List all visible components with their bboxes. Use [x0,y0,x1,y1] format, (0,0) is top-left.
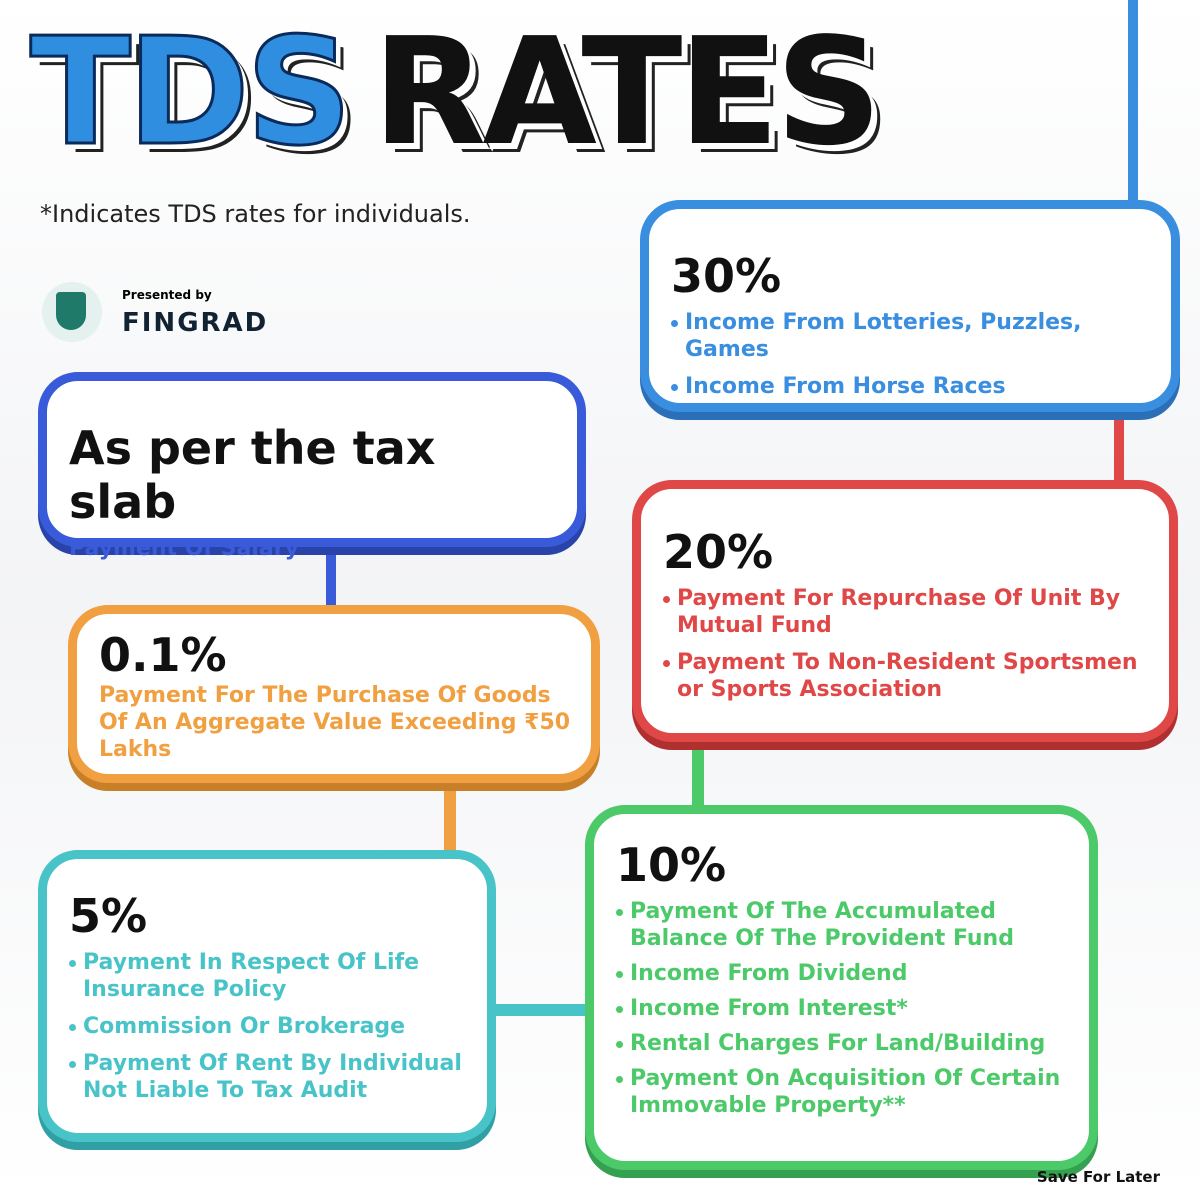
bullet [69,1024,76,1031]
item-text: Rental Charges For Land/Building [630,1031,1046,1056]
connector [494,1004,588,1016]
bullet [616,1041,623,1048]
logo [42,282,102,342]
item: Rental Charges For Land/Building [616,1030,1069,1057]
connector [692,740,704,810]
rate: 0.1% [99,628,227,682]
rate: 5% [69,889,148,943]
rate: 10% [616,838,727,892]
bullet [616,909,623,916]
item-text: Payment In Respect Of Life Insurance Pol… [83,950,420,1002]
item: Income From Interest* [616,995,1069,1022]
item-text: Payment Of Salary [69,536,299,561]
bullet [663,660,670,667]
rate: 20% [663,525,774,579]
note: *Indicates TDS rates for individuals. [40,200,471,228]
title-part: TDS [28,6,353,178]
bullet [616,1006,623,1013]
bullet [69,1061,76,1068]
item-text: Income From Lotteries, Puzzles, Games [685,310,1082,362]
bullet [663,596,670,603]
bullet [671,384,678,391]
rate-box: 10% Payment Of The Accumulated Balance Of… [585,805,1098,1170]
item-text: Income From Horse Races [685,374,1006,399]
item: Payment For Repurchase Of Unit By Mutual… [663,585,1149,639]
item-text: Income From Dividend [630,961,908,986]
item-text: Payment Of The Accumulated Balance Of Th… [630,899,1014,951]
item: Payment In Respect Of Life Insurance Pol… [69,949,467,1003]
item-text: Payment On Acquisition Of Certain Immova… [630,1066,1061,1118]
item-text: Payment Of Rent By Individual Not Liable… [83,1051,462,1103]
bullet [69,960,76,967]
rate-box: 20% Payment For Repurchase Of Unit By Mut… [632,480,1178,742]
bullet [671,320,678,327]
presented-by: Presented by [122,288,212,302]
rate-box: 0.1% Payment For The Purchase Of Goods Of… [68,605,600,783]
item: Payment To Non-Resident Sportsmen or Spo… [663,649,1149,703]
item-text: Income From Interest* [630,996,908,1021]
item: Payment Of Rent By Individual Not Liable… [69,1050,467,1104]
item: Payment On Acquisition Of Certain Immova… [616,1065,1069,1119]
brand-name: FINGRAD [122,308,269,338]
item-text: Payment To Non-Resident Sportsmen or Spo… [677,650,1138,702]
connector [326,545,336,610]
item-text: Payment For Repurchase Of Unit By Mutual… [677,586,1121,638]
item-text: Commission Or Brokerage [83,1014,406,1039]
title: TDS RATES [28,17,882,168]
rate-box: 30% Income From Lotteries, Puzzles, Games… [640,200,1180,412]
item: Payment For The Purchase Of Goods Of An … [99,682,571,763]
item: Payment Of Salary [69,535,557,562]
item: Commission Or Brokerage [69,1013,467,1040]
save-for-later[interactable]: Save For Later [1036,1168,1160,1186]
item: Income From Horse Races [671,373,1151,400]
rate: 30% [671,249,782,303]
bullet [616,971,623,978]
item: Payment Of The Accumulated Balance Of Th… [616,898,1069,952]
item-text: Payment For The Purchase Of Goods Of An … [99,683,571,762]
bullet [616,1076,623,1083]
rate-box: As per the tax slab Payment Of Salary [38,372,586,561]
connector [1114,410,1124,485]
rate-box: 5% Payment In Respect Of Life Insurance P… [38,850,496,1142]
rate: As per the tax slab [69,421,436,529]
connector [444,780,456,855]
brand: Presented by FINGRAD [42,282,302,346]
title-part: RATES [372,6,882,178]
item: Income From Dividend [616,960,1069,987]
connector [1128,0,1138,205]
item: Income From Lotteries, Puzzles, Games [671,309,1151,363]
